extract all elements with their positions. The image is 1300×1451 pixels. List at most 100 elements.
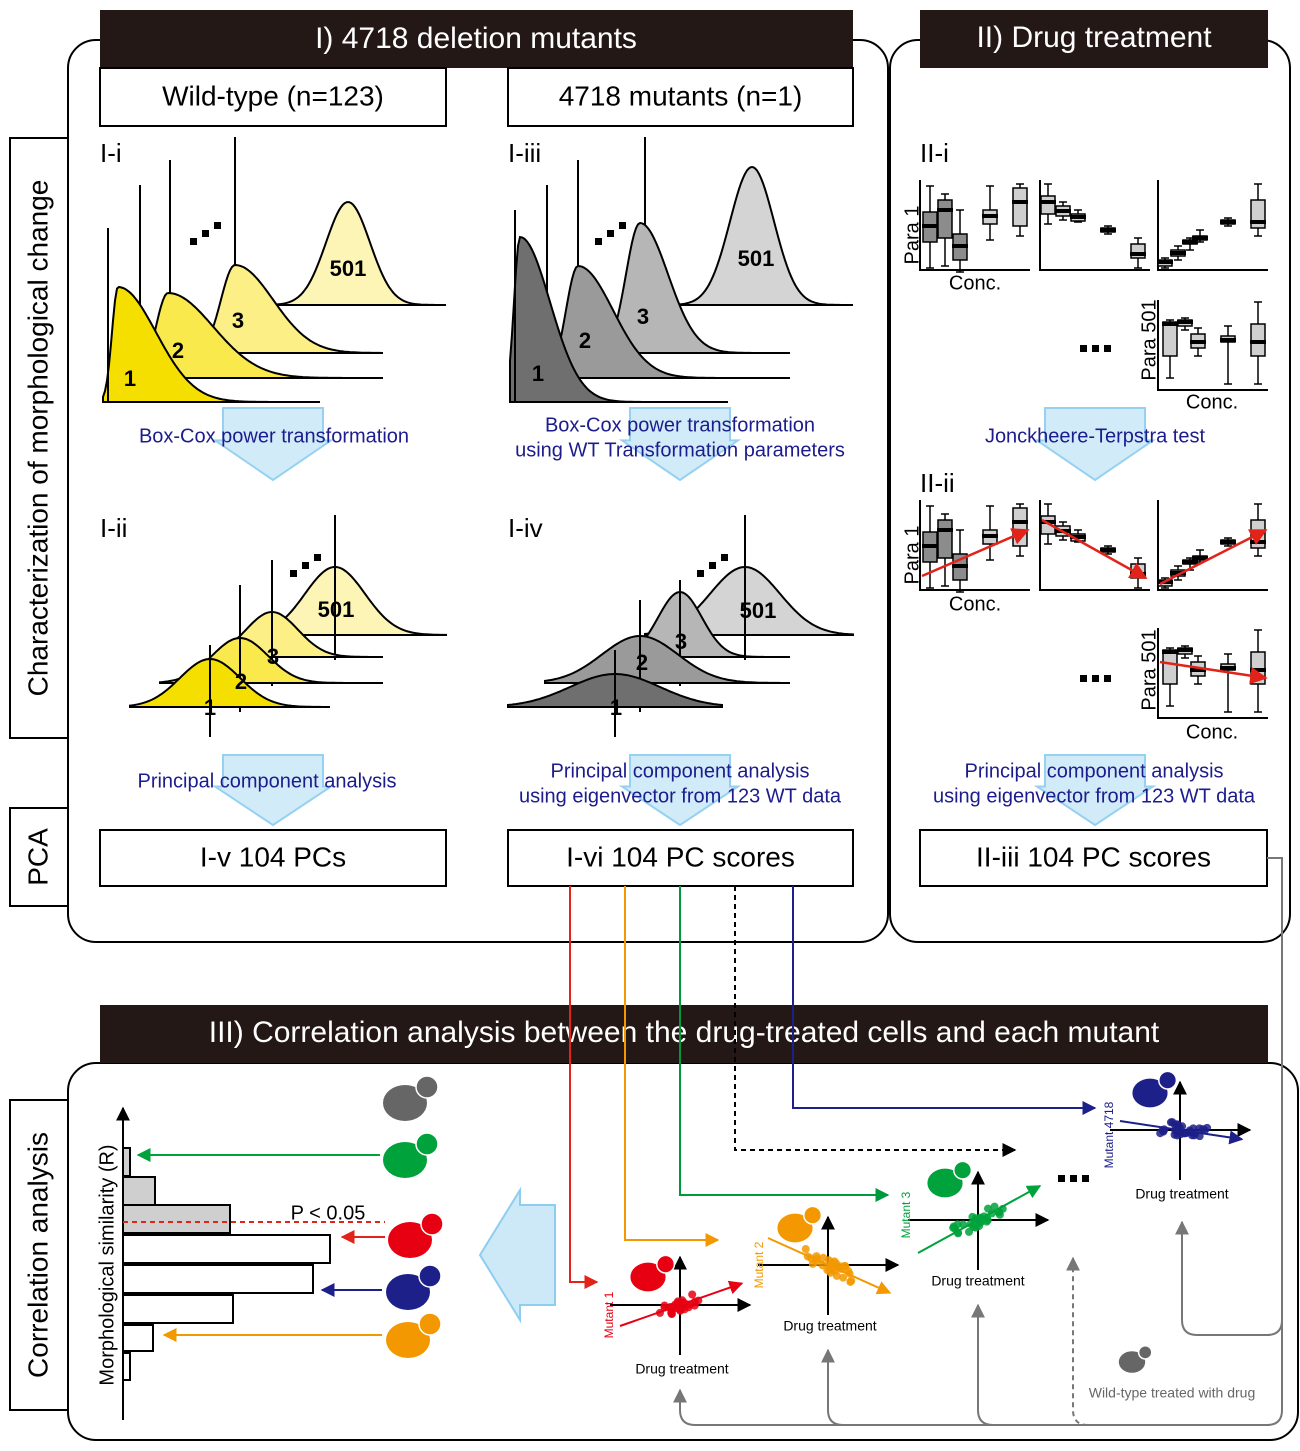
ellipsis-dot (190, 238, 197, 245)
distribution-label: 501 (318, 597, 355, 622)
ellipsis-dot (595, 238, 602, 245)
box (1163, 322, 1177, 356)
distribution (645, 167, 853, 305)
scatter-dot (1172, 1120, 1180, 1128)
section-title: II) Drug treatment (976, 21, 1212, 54)
section-title: I) 4718 deletion mutants (315, 22, 637, 55)
step-label: Principal component analysis (964, 760, 1223, 782)
panel-label: II-ii (920, 468, 955, 498)
section-title: III) Correlation analysis between the dr… (209, 1016, 1160, 1049)
axis-label: Conc. (1186, 391, 1238, 413)
ellipsis-dot (1092, 345, 1099, 352)
ellipsis-dot (1104, 345, 1111, 352)
axis-label: Para 1 (901, 526, 923, 585)
ellipsis-dot (314, 554, 321, 561)
axis-label: Drug treatment (1135, 1186, 1228, 1202)
page: I) 4718 deletion mutants II) Drug treatme… (0, 0, 1300, 1446)
box-label: Wild-type (n=123) (162, 80, 384, 111)
histogram-bar (123, 1295, 233, 1323)
distribution-label: 501 (740, 598, 777, 623)
cell-bud (421, 1213, 443, 1235)
connector (570, 886, 597, 1282)
ellipsis-dot (1058, 1175, 1065, 1182)
scatter-dot (661, 1302, 669, 1310)
distribution-label: 501 (330, 256, 367, 281)
scatter-dot (968, 1213, 976, 1221)
ellipsis-dot (1070, 1175, 1077, 1182)
box-label: II-iii 104 PC scores (976, 841, 1211, 872)
distribution-label: 3 (637, 304, 649, 329)
axis-label: Mutant 2 (752, 1241, 766, 1288)
trend-arrow (1160, 530, 1266, 584)
scatter-dot (688, 1290, 696, 1298)
reference-label: Wild-type treated with drug (1089, 1385, 1256, 1401)
threshold-label: P < 0.05 (291, 1202, 366, 1224)
step-label: using eigenvector from 123 WT data (519, 785, 842, 807)
box (938, 200, 952, 238)
distribution-label: 3 (267, 644, 279, 669)
axis-label: Conc. (949, 593, 1001, 615)
side-label: Correlation analysis (22, 1132, 53, 1378)
distribution-label: 1 (124, 366, 136, 391)
axis-label: Conc. (1186, 721, 1238, 743)
histogram-bar (123, 1353, 130, 1380)
histogram-bar (123, 1265, 313, 1293)
ellipsis-dot (1092, 675, 1099, 682)
side-label: PCA (22, 828, 53, 886)
ellipsis-dot (302, 562, 309, 569)
scatter-dot (802, 1245, 810, 1253)
ellipsis-dot (721, 554, 728, 561)
panel-label: II-i (920, 138, 949, 168)
ellipsis-dot (1104, 675, 1111, 682)
histogram-bar (123, 1177, 155, 1205)
ellipsis-dot (1080, 675, 1087, 682)
axis-label: Para 501 (1138, 629, 1160, 710)
cell-bud (416, 1133, 438, 1155)
connector (793, 886, 1095, 1108)
ellipsis-dot (1082, 1175, 1089, 1182)
step-label: using WT Transformation parameters (515, 439, 845, 461)
step-label: Jonckheere-Terpstra test (985, 425, 1206, 447)
axis-label: Morphological similarity (R) (96, 1144, 118, 1385)
distribution-label: 1 (532, 361, 544, 386)
box-label: I-v 104 PCs (200, 841, 346, 872)
cell-bud (1159, 1071, 1177, 1089)
panel-label: I-iv (508, 513, 543, 543)
panel-label: I-i (100, 138, 122, 168)
ellipsis-dot (290, 570, 297, 577)
box (1163, 650, 1177, 684)
step-label: Box-Cox power transformation (545, 414, 815, 436)
panel-label: I-iii (508, 138, 541, 168)
cell-bud (657, 1255, 675, 1273)
histogram-bar (123, 1148, 130, 1176)
ellipsis-dot (214, 222, 221, 229)
scatter-dot (965, 1228, 973, 1236)
scatter-dot (668, 1310, 676, 1318)
scatter-dot (839, 1274, 847, 1282)
box-label: 4718 mutants (n=1) (559, 80, 803, 111)
axis-label: Mutant 4718 (1102, 1101, 1116, 1168)
scatter-dot (972, 1224, 980, 1232)
distribution-label: 2 (235, 669, 247, 694)
box (1013, 188, 1027, 226)
ellipsis-dot (709, 562, 716, 569)
axis-label: Drug treatment (931, 1273, 1024, 1289)
axis-label: Para 1 (901, 206, 923, 265)
axis-label: Para 501 (1138, 299, 1160, 380)
ellipsis-dot (697, 570, 704, 577)
step-label: using eigenvector from 123 WT data (933, 785, 1256, 807)
step-label: Principal component analysis (550, 760, 809, 782)
box (1013, 508, 1027, 546)
connector (828, 1350, 843, 1425)
scatter-dot (1173, 1131, 1181, 1139)
distribution-label: 1 (204, 695, 216, 720)
cell-bud (1139, 1346, 1152, 1359)
connector (680, 1320, 1282, 1425)
ellipsis-dot (607, 230, 614, 237)
axis-label: Conc. (949, 272, 1001, 294)
cell-bud (954, 1161, 972, 1179)
distribution-label: 2 (636, 650, 648, 675)
histogram-bar (123, 1205, 230, 1233)
histogram-bar (123, 1235, 330, 1263)
axis-label: Mutant 3 (899, 1191, 913, 1238)
